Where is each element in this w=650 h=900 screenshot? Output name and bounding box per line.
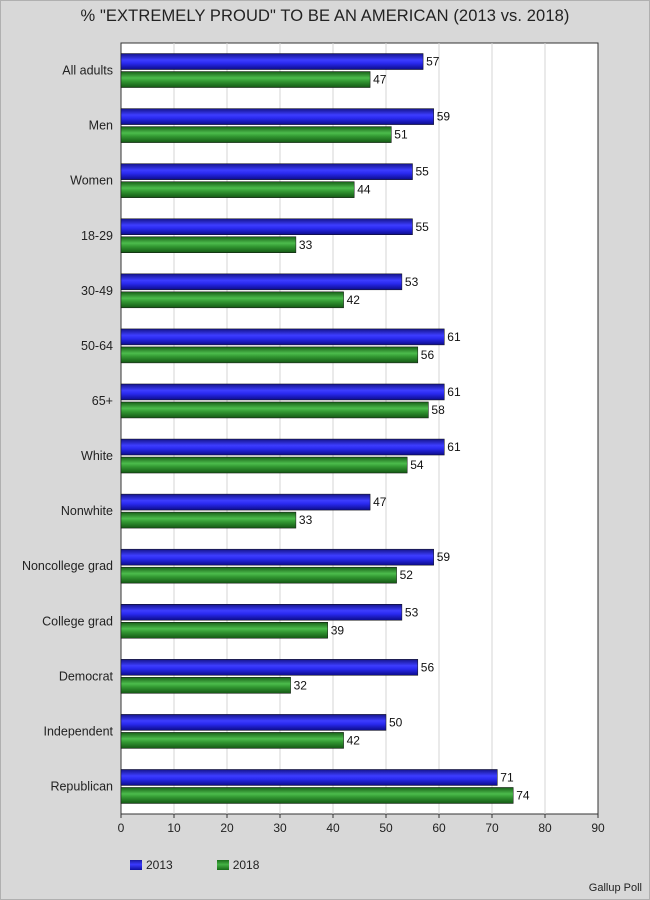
bar-2018 bbox=[120, 291, 344, 309]
x-tick-label: 80 bbox=[538, 821, 552, 835]
x-tick-label: 60 bbox=[432, 821, 446, 835]
category-label: All adults bbox=[62, 64, 113, 78]
category-label: Men bbox=[89, 119, 113, 133]
data-label-2018: 54 bbox=[410, 458, 424, 472]
bar-2013 bbox=[120, 769, 498, 786]
data-label-2013: 47 bbox=[373, 495, 387, 509]
data-label-2013: 53 bbox=[405, 605, 419, 619]
data-label-2013: 57 bbox=[426, 55, 440, 69]
chart-title: % "EXTREMELY PROUD" TO BE AN AMERICAN (2… bbox=[80, 7, 570, 25]
data-label-2018: 74 bbox=[516, 788, 530, 802]
bars: 5747595155445533534261566158615447335952… bbox=[120, 53, 530, 804]
data-label-2018: 51 bbox=[394, 128, 408, 142]
bar-2013 bbox=[120, 714, 387, 731]
data-label-2013: 53 bbox=[405, 275, 419, 289]
bar-2018 bbox=[120, 346, 419, 364]
data-label-2013: 61 bbox=[447, 440, 461, 454]
bar-2013 bbox=[120, 218, 413, 235]
bar-2013 bbox=[120, 273, 403, 291]
data-label-2013: 61 bbox=[447, 330, 461, 344]
legend-swatch-2018 bbox=[216, 860, 229, 870]
data-label-2018: 44 bbox=[357, 183, 371, 197]
x-tick-label: 10 bbox=[167, 821, 181, 835]
data-label-2018: 33 bbox=[299, 238, 313, 252]
data-label-2013: 71 bbox=[500, 770, 514, 784]
x-tick-label: 50 bbox=[379, 821, 393, 835]
bar-2018 bbox=[120, 401, 429, 419]
data-label-2013: 50 bbox=[389, 715, 403, 729]
bar-2018 bbox=[120, 566, 397, 584]
bar-2018 bbox=[120, 787, 514, 804]
category-label: Republican bbox=[50, 779, 113, 793]
data-label-2018: 56 bbox=[421, 348, 435, 362]
category-label: Women bbox=[70, 174, 113, 188]
legend: 2013 2018 bbox=[130, 858, 303, 872]
legend-label-2013: 2013 bbox=[146, 858, 173, 872]
data-label-2013: 59 bbox=[437, 110, 451, 124]
category-label: Nonwhite bbox=[61, 504, 113, 518]
bar-2018 bbox=[120, 732, 344, 749]
bar-2018 bbox=[120, 126, 392, 143]
bar-2018 bbox=[120, 456, 408, 474]
bar-2013 bbox=[120, 604, 403, 621]
legend-swatch-2013 bbox=[130, 860, 142, 870]
data-label-2013: 55 bbox=[416, 220, 430, 234]
x-tick-label: 20 bbox=[220, 821, 234, 835]
category-label: 30-49 bbox=[81, 284, 113, 298]
bar-2018 bbox=[120, 677, 291, 694]
data-label-2013: 61 bbox=[447, 385, 461, 399]
bar-2018 bbox=[120, 622, 328, 639]
bar-2013 bbox=[120, 493, 371, 511]
data-label-2013: 56 bbox=[421, 660, 435, 674]
plot-area bbox=[120, 42, 599, 815]
data-label-2018: 42 bbox=[347, 733, 361, 747]
x-tick-label: 0 bbox=[118, 821, 125, 835]
x-tick-label: 90 bbox=[591, 821, 605, 835]
bar-2013 bbox=[120, 548, 434, 566]
bar-2013 bbox=[120, 438, 445, 456]
legend-item-2013: 2013 bbox=[130, 858, 173, 872]
bar-2018 bbox=[120, 71, 371, 88]
legend-label-2018: 2018 bbox=[232, 858, 260, 872]
data-label-2013: 59 bbox=[437, 550, 451, 564]
bar-2013 bbox=[120, 659, 419, 676]
category-labels: All adults Men Women 18-29 30-49 50-64 65+ Whit… bbox=[22, 64, 114, 794]
category-label: White bbox=[81, 449, 113, 463]
bar-2018 bbox=[120, 511, 297, 529]
bar-2013 bbox=[120, 328, 445, 346]
x-tick-label: 30 bbox=[273, 821, 287, 835]
bar-2013 bbox=[120, 383, 445, 401]
bar-2013 bbox=[120, 108, 434, 125]
data-label-2018: 42 bbox=[347, 293, 361, 307]
x-tick-label: 40 bbox=[326, 821, 340, 835]
bar-2018 bbox=[120, 181, 355, 198]
category-label: Noncollege grad bbox=[22, 559, 113, 573]
source-note: Gallup Poll bbox=[588, 882, 642, 894]
data-label-2018: 32 bbox=[294, 678, 308, 692]
x-tick-labels: 0 10 20 30 40 50 60 70 80 90 bbox=[118, 814, 605, 835]
category-label: Democrat bbox=[59, 669, 114, 683]
category-label: Independent bbox=[43, 724, 113, 738]
bar-2013 bbox=[120, 53, 424, 70]
bar-2013 bbox=[120, 163, 413, 180]
category-label: 65+ bbox=[92, 394, 113, 408]
legend-item-2018: 2018 bbox=[216, 858, 260, 872]
category-label: 50-64 bbox=[81, 339, 113, 353]
x-tick-label: 70 bbox=[485, 821, 499, 835]
bar-2018 bbox=[120, 236, 297, 253]
data-label-2018: 58 bbox=[431, 403, 445, 417]
data-label-2018: 39 bbox=[331, 623, 345, 637]
data-label-2013: 55 bbox=[416, 165, 430, 179]
category-label: College grad bbox=[42, 614, 113, 628]
data-label-2018: 52 bbox=[400, 568, 414, 582]
data-label-2018: 47 bbox=[373, 73, 387, 87]
category-label: 18-29 bbox=[81, 229, 113, 243]
data-label-2018: 33 bbox=[299, 513, 313, 527]
